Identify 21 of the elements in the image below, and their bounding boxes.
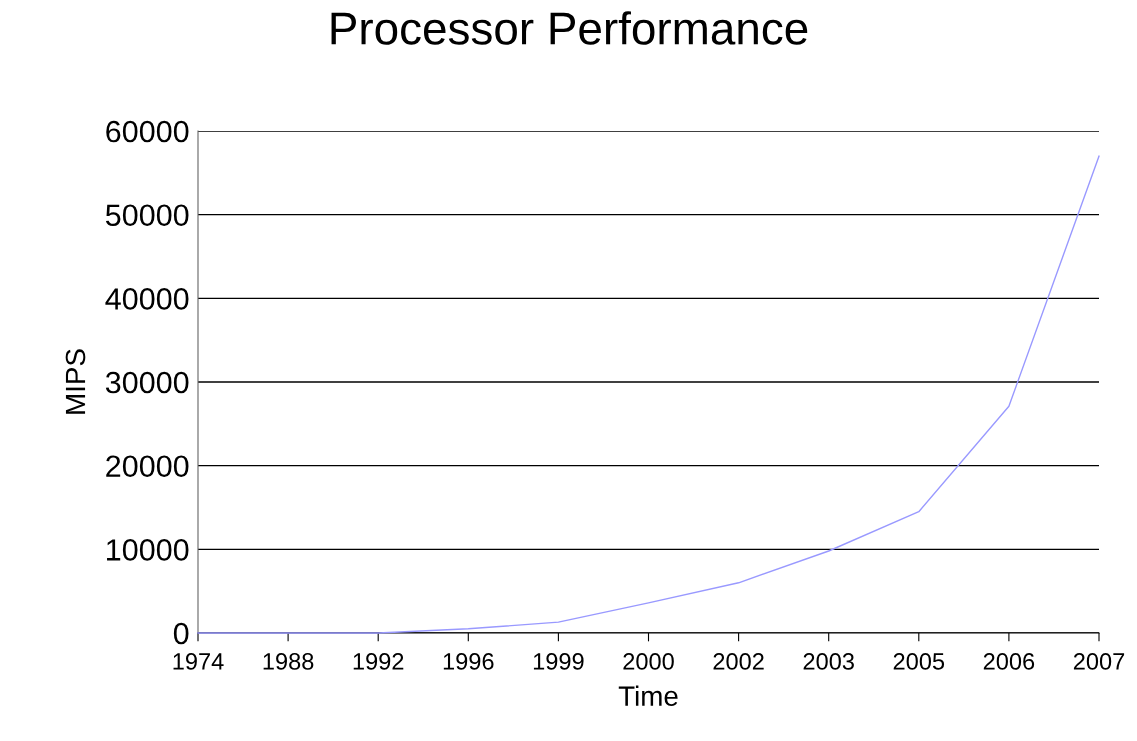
y-tick-label: 10000 [107,539,189,561]
y-tick-label: 40000 [105,288,189,310]
x-tick-label: 2007 [1073,653,1125,670]
x-tick-label: 2005 [893,653,945,670]
x-tick-label: 1974 [173,653,224,670]
y-tick-label: 20000 [106,455,189,478]
x-tick-label: 1996 [443,653,494,670]
y-tick-label: 0 [173,622,189,645]
chart-title: Processor Performance [331,11,808,45]
x-tick-label: 2006 [983,653,1035,670]
x-tick-label: 2002 [713,653,764,670]
y-tick-label: 50000 [105,204,189,227]
y-tick-label: 60000 [106,120,189,143]
x-tick-label: 2003 [803,653,854,670]
x-tick-label: 2000 [623,653,674,670]
x-tick-label: 1992 [353,653,404,670]
x-tick-label: 1999 [533,653,584,670]
x-tick-label: 1988 [263,653,314,670]
x-axis-title: Time [618,685,678,706]
y-tick-label: 30000 [105,371,189,394]
y-axis-title: MIPS [65,349,86,414]
